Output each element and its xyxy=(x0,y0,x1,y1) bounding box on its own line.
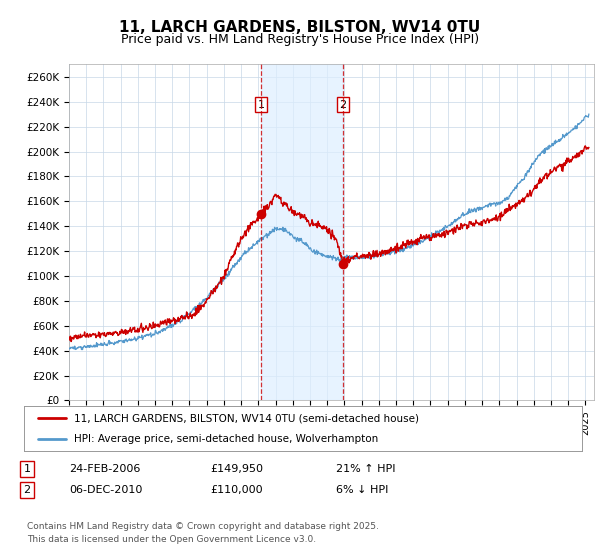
Bar xyxy=(261,64,343,400)
Text: 2: 2 xyxy=(23,485,31,495)
Text: 6% ↓ HPI: 6% ↓ HPI xyxy=(336,485,388,495)
Text: Price paid vs. HM Land Registry's House Price Index (HPI): Price paid vs. HM Land Registry's House … xyxy=(121,32,479,46)
Text: 21% ↑ HPI: 21% ↑ HPI xyxy=(336,464,395,474)
Text: 1: 1 xyxy=(23,464,31,474)
Text: 11, LARCH GARDENS, BILSTON, WV14 0TU (semi-detached house): 11, LARCH GARDENS, BILSTON, WV14 0TU (se… xyxy=(74,413,419,423)
Text: 1: 1 xyxy=(257,100,265,110)
Text: £149,950: £149,950 xyxy=(210,464,263,474)
Text: 2: 2 xyxy=(340,100,347,110)
Text: HPI: Average price, semi-detached house, Wolverhampton: HPI: Average price, semi-detached house,… xyxy=(74,433,379,444)
Text: 24-FEB-2006: 24-FEB-2006 xyxy=(69,464,140,474)
Text: 11, LARCH GARDENS, BILSTON, WV14 0TU: 11, LARCH GARDENS, BILSTON, WV14 0TU xyxy=(119,21,481,35)
Text: Contains HM Land Registry data © Crown copyright and database right 2025.
This d: Contains HM Land Registry data © Crown c… xyxy=(27,522,379,544)
Text: 06-DEC-2010: 06-DEC-2010 xyxy=(69,485,142,495)
Text: £110,000: £110,000 xyxy=(210,485,263,495)
